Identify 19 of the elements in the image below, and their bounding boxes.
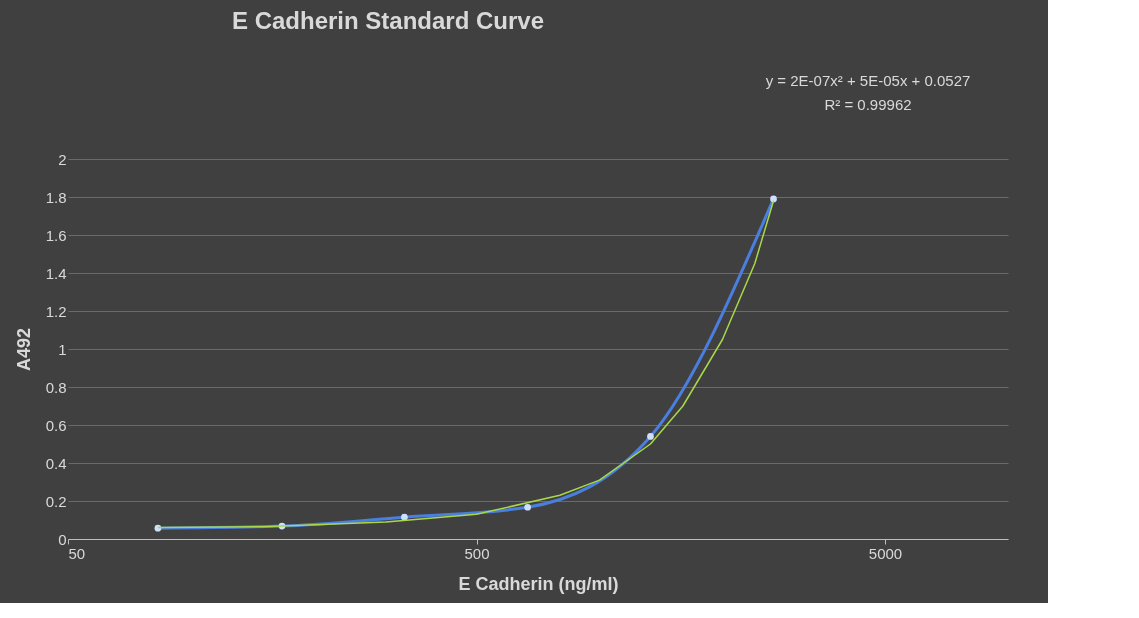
y-tick-label: 1.8 bbox=[45, 188, 67, 206]
y-axis-title: A492 bbox=[13, 327, 34, 372]
y-tick-label: 0.8 bbox=[45, 378, 67, 396]
y-tick-label: 0.4 bbox=[45, 454, 67, 472]
x-axis-title: E Cadherin (ng/ml) bbox=[458, 573, 619, 594]
y-tick-label: 0 bbox=[58, 530, 67, 548]
y-tick-label: 0.6 bbox=[45, 416, 67, 434]
chart-title: E Cadherin Standard Curve bbox=[231, 7, 545, 34]
y-tick-label: 0.2 bbox=[45, 492, 67, 510]
y-tick-label: 1.6 bbox=[45, 226, 67, 244]
y-tick-label: 1 bbox=[58, 340, 67, 358]
x-tick-label: 5000 bbox=[868, 544, 903, 562]
y-tick-label: 2 bbox=[58, 150, 67, 168]
y-tick-label: 1.4 bbox=[45, 264, 67, 282]
x-tick-label: 50 bbox=[68, 544, 86, 562]
y-tick-label: 1.2 bbox=[45, 302, 67, 320]
x-tick-label: 500 bbox=[464, 544, 490, 562]
text: y = 2E-07x² + 5E-05x + 0.0527 bbox=[765, 72, 971, 89]
text: R² = 0.99962 bbox=[824, 96, 912, 113]
